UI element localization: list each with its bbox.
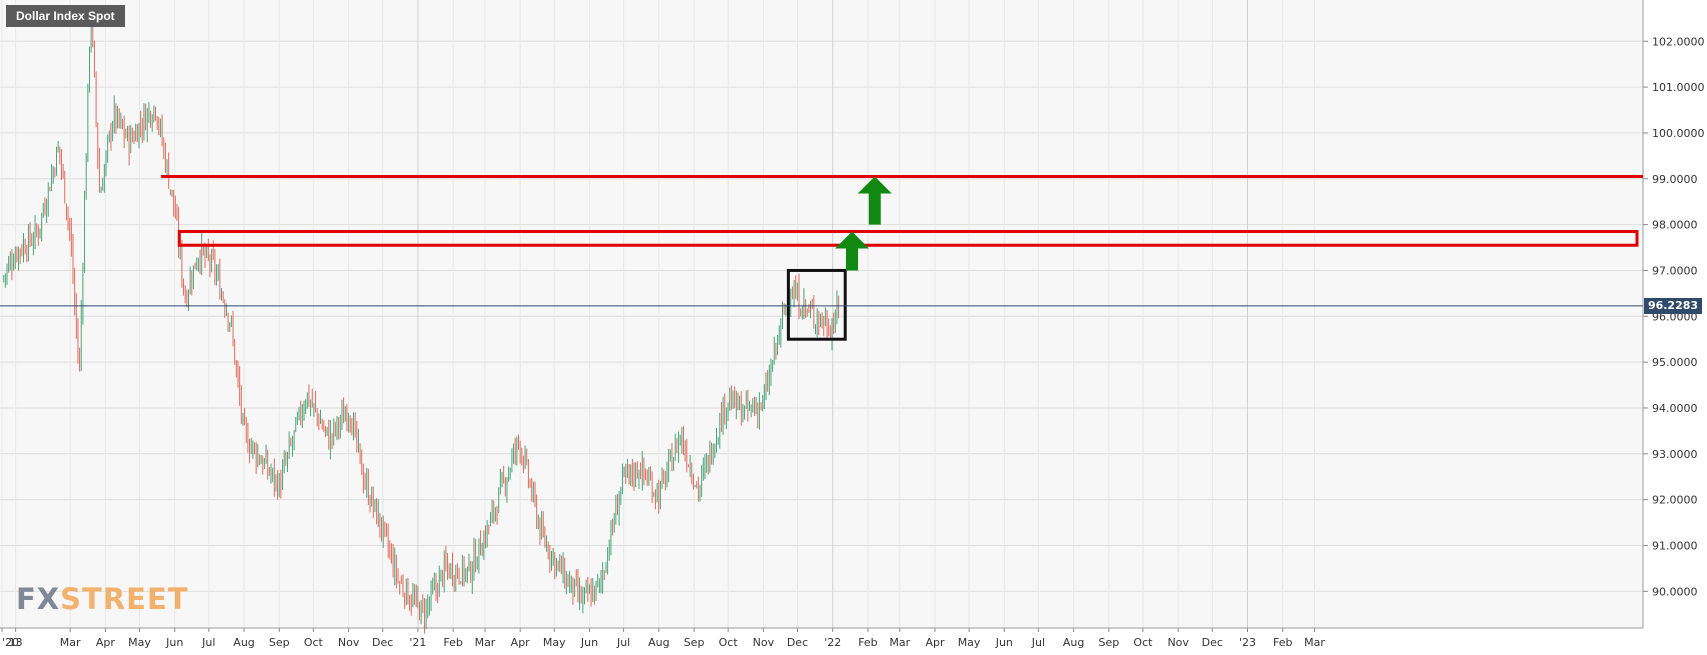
x-tick-label: '22 <box>824 636 841 649</box>
y-tick-label: 101.0000 <box>1652 81 1705 94</box>
x-tick-label: May <box>128 636 151 649</box>
x-tick-label: Mar <box>1304 636 1325 649</box>
x-tick-label: Nov <box>338 636 360 649</box>
x-tick-label: Jul <box>1031 636 1045 649</box>
logo-fx: FX <box>16 582 61 616</box>
y-tick-label: 94.0000 <box>1652 402 1698 415</box>
last-price-badge: 96.2283 <box>1644 298 1702 314</box>
bullish-arrow-icon <box>835 231 870 271</box>
y-tick-label: 97.0000 <box>1652 264 1698 277</box>
y-tick-label: 95.0000 <box>1652 356 1698 369</box>
x-tick-label: Apr <box>511 636 531 649</box>
x-tick-label: Oct <box>1133 636 1153 649</box>
x-tick-label: Aug <box>233 636 254 649</box>
x-tick-label: Dec <box>787 636 808 649</box>
x-tick-label: Dec <box>1202 636 1223 649</box>
x-tick-label: May <box>543 636 566 649</box>
y-tick-label: 90.0000 <box>1652 585 1698 598</box>
fxstreet-logo: FXSTREET <box>16 582 189 616</box>
y-tick-label: 92.0000 <box>1652 494 1698 507</box>
x-tick-label: Jul <box>616 636 630 649</box>
x-tick-label: Sep <box>269 636 290 649</box>
x-tick-label: May <box>958 636 981 649</box>
chart-title: Dollar Index Spot <box>6 5 125 27</box>
x-tick-label: Sep <box>684 636 705 649</box>
x-tick-label: '20 <box>2 636 19 649</box>
plot-background <box>0 0 1643 628</box>
x-tick-label: Sep <box>1098 636 1119 649</box>
x-tick-label: Mar <box>475 636 496 649</box>
x-tick-label: Feb <box>858 636 877 649</box>
y-tick-label: 93.0000 <box>1652 448 1698 461</box>
x-tick-label: Feb <box>443 636 462 649</box>
x-tick-label: '23 <box>1239 636 1256 649</box>
x-tick-label: Jun <box>995 636 1013 649</box>
logo-street: STREET <box>60 582 189 616</box>
y-tick-label: 102.0000 <box>1652 35 1705 48</box>
y-tick-label: 98.0000 <box>1652 219 1698 232</box>
x-tick-label: Oct <box>304 636 324 649</box>
x-tick-label: Apr <box>96 636 116 649</box>
x-tick-label: Nov <box>753 636 775 649</box>
x-tick-label: Dec <box>372 636 393 649</box>
y-tick-label: 91.0000 <box>1652 539 1698 552</box>
bullish-arrow-icon <box>857 176 892 225</box>
resistance-zone <box>177 229 1639 247</box>
x-tick-label: Mar <box>889 636 910 649</box>
x-tick-label: Mar <box>60 636 81 649</box>
y-tick-label: 99.0000 <box>1652 173 1698 186</box>
x-tick-label: Jul <box>201 636 215 649</box>
x-tick-label: Jun <box>165 636 183 649</box>
x-tick-label: Feb <box>1273 636 1292 649</box>
x-tick-label: Nov <box>1167 636 1189 649</box>
x-tick-label: '21 <box>409 636 426 649</box>
x-tick-label: Oct <box>719 636 739 649</box>
x-tick-label: Jun <box>580 636 598 649</box>
x-tick-label: Apr <box>925 636 945 649</box>
x-tick-label: Aug <box>1063 636 1084 649</box>
x-tick-label: Aug <box>648 636 669 649</box>
x-tick-label: 13 <box>9 636 23 649</box>
y-tick-label: 100.0000 <box>1652 127 1705 140</box>
consolidation-box <box>786 268 847 341</box>
